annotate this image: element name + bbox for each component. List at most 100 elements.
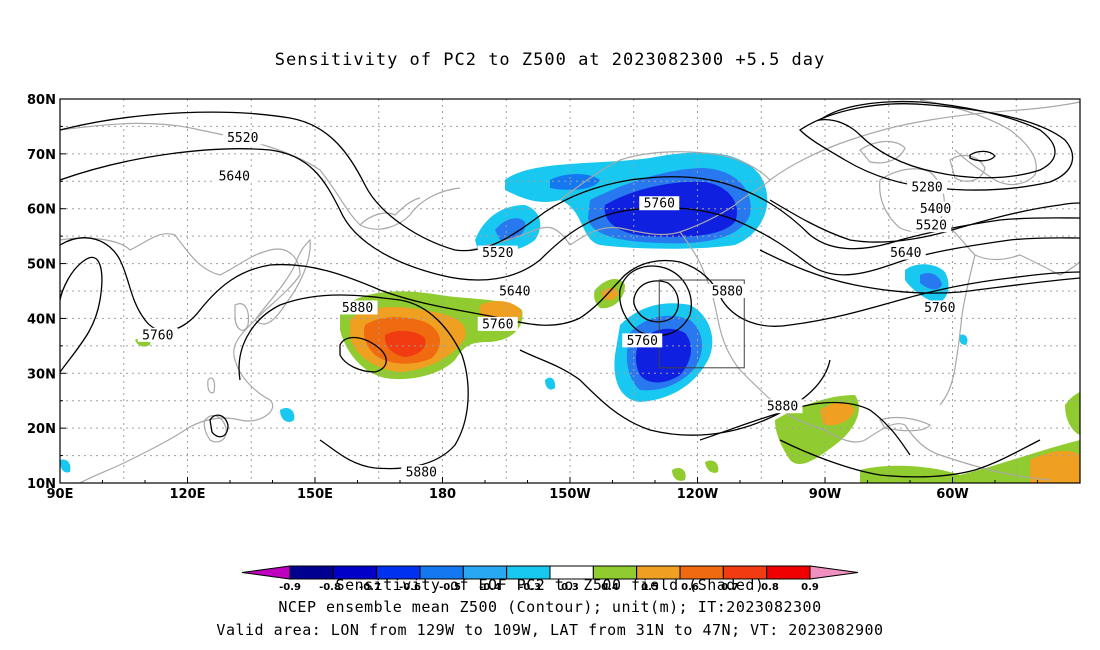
colorbar-label: 0.3	[561, 582, 579, 593]
coastlines	[60, 99, 1080, 483]
coast-philippines	[203, 414, 227, 443]
pos-shade-small-2	[672, 468, 686, 481]
y-tick-label: 80N	[27, 93, 56, 108]
coast-cuba	[879, 416, 931, 432]
neg-shade-newfoundland-inner	[920, 273, 942, 290]
colorbar-label: 0.6	[681, 582, 699, 593]
contour-label-bg	[214, 168, 255, 183]
caption-shaded: Sensitivity of EOF PC2 to Z500 field (Sh…	[335, 576, 765, 594]
coast-us-east	[939, 254, 976, 406]
contour-labels: 5520 5640 5520 5640 5760 5880 5760 5880 5760 5880…	[137, 130, 960, 481]
coast-asia-east	[60, 233, 301, 483]
y-tick-label: 20N	[27, 422, 56, 437]
neg-shade-small-4	[959, 334, 968, 345]
contour-label-bg	[885, 245, 926, 260]
y-tick-label: 40N	[27, 312, 56, 327]
neg-shade-alaska-small	[550, 174, 600, 190]
contour-label: 5880	[342, 301, 373, 316]
contour-label-bg	[762, 399, 803, 414]
contour-5280-atlantic	[817, 100, 1056, 179]
contour-label-bg	[477, 245, 518, 260]
colorbar-label: 0.8	[761, 582, 779, 593]
x-tick-label: 120W	[677, 487, 718, 502]
x-tick-label: 180	[429, 487, 456, 502]
contour-label-bg	[494, 284, 535, 298]
y-tick-label: 30N	[27, 367, 56, 382]
contour-label-bg	[337, 300, 378, 315]
colorbar-arrow-right	[809, 565, 859, 580]
coast-mexico	[824, 423, 1051, 481]
colorbar-label: 0.4	[601, 582, 619, 593]
x-tick-label: 60W	[936, 487, 968, 502]
contour-small-loop	[209, 414, 229, 438]
y-tick-label: 50N	[27, 258, 56, 273]
coast-asia-north	[60, 122, 461, 230]
colorbar-label: -0.9	[279, 582, 301, 593]
coast-kamchatka	[359, 197, 421, 226]
pos-shade-atlantic-edge	[1065, 392, 1080, 435]
neg-shade-bering-inner	[495, 218, 526, 241]
contour-5640-low	[619, 265, 692, 337]
colorbar-label: -0.8	[319, 582, 341, 593]
coast-na-arctic	[769, 101, 1080, 181]
pos-shade-kuroshio-core	[384, 330, 426, 357]
y-tick-label: 60N	[27, 203, 56, 218]
contour-5880-subtropical	[699, 401, 911, 456]
contour-label-bg	[907, 179, 947, 194]
contour-label: 5640	[499, 285, 530, 300]
contour-label-bg	[639, 196, 680, 211]
contour-5880-subtropical-east	[779, 439, 1041, 478]
contour-5520-west	[60, 111, 1080, 252]
coast-na-east	[939, 219, 1080, 276]
contour-label-bg	[915, 201, 956, 216]
caption-contour: NCEP ensemble mean Z500 (Contour); unit(…	[278, 598, 822, 616]
colorbar-label: -0.4	[479, 582, 501, 593]
coast-baffin	[949, 154, 986, 182]
coast-taiwan	[207, 377, 216, 394]
contour-label-bg	[919, 300, 960, 315]
pos-shade-gulf-inner	[820, 402, 855, 426]
contour-5880-west	[60, 256, 103, 373]
coast-korea	[234, 303, 250, 331]
contour-label: 5880	[406, 466, 437, 481]
pos-shade-small-3	[705, 460, 719, 473]
contour-label: 5760	[627, 334, 658, 349]
contour-label: 5640	[890, 246, 921, 261]
x-axis-ticks: 90E 120E 150E 180 150W 120W 90W 60W	[47, 477, 1038, 502]
contour-label: 5400	[920, 202, 951, 217]
neg-shade-small-1	[280, 408, 295, 422]
colorbar-label: 0.9	[801, 582, 819, 593]
colorbar: -0.9 -0.8 -0.7 -0.6 -0.5 -0.4 -0.3 0.3 0.4 0.5 0.6…	[241, 565, 859, 593]
contour-label: 5280	[911, 180, 942, 195]
contour-label-bg	[477, 316, 518, 331]
contour-label: 5880	[767, 400, 798, 415]
contour-label-bg	[222, 130, 263, 145]
y-tick-label: 70N	[27, 148, 56, 163]
contour-label: 5520	[482, 246, 513, 261]
coast-japan	[254, 238, 311, 325]
colorbar-label: -0.3	[519, 582, 541, 593]
contour-label: 5760	[482, 317, 513, 332]
neg-shade-small-2	[545, 377, 556, 390]
contour-label-bg	[401, 465, 442, 480]
x-tick-label: 90E	[47, 487, 74, 502]
contour-label-bg	[622, 333, 663, 348]
coast-na-west	[679, 231, 826, 431]
contour-label: 5760	[142, 328, 173, 343]
caption-valid-area: Valid area: LON from 129W to 109W, LAT f…	[216, 621, 884, 639]
pos-shade-caribbean-inner	[1030, 450, 1080, 483]
contour-label-bg	[911, 218, 952, 233]
figure-title: Sensitivity of PC2 to Z500 at 2023082300…	[274, 50, 826, 70]
contour-label: 5760	[644, 197, 675, 212]
contour-label: 5880	[712, 285, 743, 300]
colorbar-label: -0.6	[399, 582, 421, 593]
contour-atl-low	[969, 150, 996, 162]
pos-shade-caribbean	[860, 440, 1080, 483]
contour-5760-low	[633, 280, 679, 323]
coast-alaska	[559, 151, 771, 246]
x-tick-label: 150W	[549, 487, 590, 502]
colorbar-label: -0.5	[439, 582, 461, 593]
contour-label: 5520	[227, 131, 258, 146]
neg-shade-small-3	[60, 459, 71, 473]
